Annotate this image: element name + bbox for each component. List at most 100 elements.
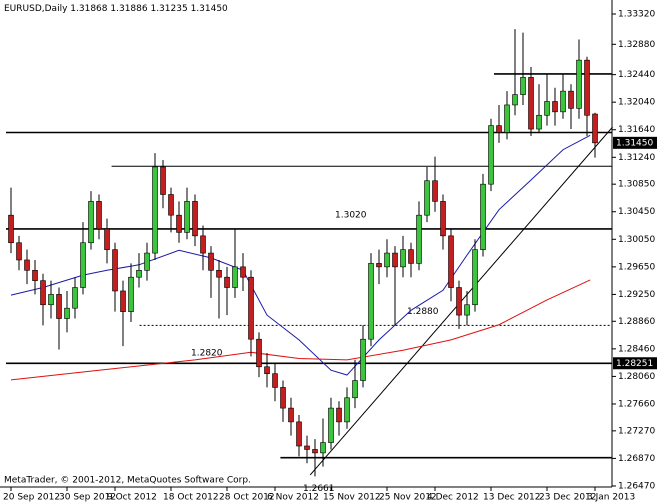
price-label: 1.31450 [616, 138, 653, 148]
candle-body [96, 201, 102, 230]
candle-body [312, 449, 318, 454]
candle-body [520, 77, 526, 95]
candle-body [256, 338, 262, 368]
candle-body [192, 201, 198, 237]
x-tick-label: 30 Sep 2012 [59, 493, 116, 503]
y-tick-label: 1.32440 [618, 70, 655, 80]
candle-body [336, 407, 342, 423]
candle-body [552, 101, 558, 113]
y-tick-label: 1.31240 [618, 153, 655, 163]
candle-body [360, 338, 366, 381]
candle-body [248, 276, 254, 340]
y-tick-label: 1.27660 [618, 399, 655, 409]
footer: MetaTrader, © 2001-2012, MetaQuotes Soft… [4, 476, 251, 486]
candle-body [128, 276, 134, 312]
candle-body [368, 263, 374, 340]
candle-body [432, 180, 438, 202]
candle-body [480, 183, 486, 250]
candle-body [504, 104, 510, 133]
x-tick-label: 6 Nov 2012 [267, 493, 319, 503]
candle-body [592, 113, 598, 144]
x-tick-label: 3 Jan 2013 [587, 493, 635, 503]
candle-body [24, 259, 30, 271]
x-tick-label: 4 Dec 2012 [427, 493, 479, 503]
x-tick-label: 23 Dec 2012 [539, 493, 597, 503]
candle-body [472, 249, 478, 306]
x-tick-label: 9 Oct 2012 [107, 493, 157, 503]
candle-body [352, 380, 358, 399]
high: 1.31886 [110, 4, 147, 14]
y-tick-label: 1.30050 [618, 235, 655, 245]
level-label: 1.3020 [335, 210, 367, 220]
price-label-box [613, 357, 657, 370]
level-label: 1.2880 [407, 307, 439, 317]
candle-body [344, 397, 350, 423]
candle-body [264, 366, 270, 374]
candle-body [328, 407, 334, 443]
low: 1.31235 [150, 4, 187, 14]
candle-body [456, 287, 462, 316]
y-tick-label: 1.28860 [618, 317, 655, 327]
candle-body [416, 214, 422, 264]
candle-body [88, 201, 94, 244]
candle-body [208, 252, 214, 271]
candle-body [304, 445, 310, 450]
x-tick-label: 15 Nov 2012 [323, 493, 381, 503]
y-tick-label: 1.29650 [618, 262, 655, 272]
candle-body [528, 77, 534, 130]
candle-body [296, 421, 302, 447]
moving-average [10, 279, 591, 381]
candle-body [80, 242, 86, 288]
candle-body [288, 407, 294, 423]
candle-body [232, 266, 238, 288]
candle-body [136, 270, 142, 278]
candle-body [240, 266, 246, 278]
candle-body [536, 114, 542, 130]
candle-body [584, 59, 590, 116]
candle-body [440, 201, 446, 237]
y-tick-label: 1.30450 [618, 207, 655, 217]
candle-body [544, 101, 550, 116]
candle-body [216, 270, 222, 278]
candle-body [120, 290, 126, 312]
x-tick-label: 13 Dec 2012 [483, 493, 541, 503]
x-tick-label: 20 Sep 2012 [3, 493, 60, 503]
close: 1.31450 [191, 4, 228, 14]
candle-body [400, 249, 406, 268]
candle-body [40, 280, 46, 306]
candle-body [104, 228, 110, 250]
y-tick-label: 1.28460 [618, 344, 655, 354]
candle-body [568, 90, 574, 109]
candle-body [184, 201, 190, 233]
candle-body [16, 242, 22, 261]
candle-body [408, 249, 414, 264]
candle-body [392, 252, 398, 268]
candle-body [224, 276, 230, 288]
y-tick-label: 1.32880 [618, 40, 655, 50]
candle-body [424, 180, 430, 216]
y-tick-label: 1.33320 [618, 9, 655, 19]
candle-body [488, 125, 494, 185]
candle-body [320, 442, 326, 454]
x-tick-label: 25 Nov 2012 [379, 493, 437, 503]
low-label: 1.2661 [303, 484, 335, 494]
candle-body [176, 214, 182, 233]
y-tick-label: 1.26470 [618, 481, 655, 491]
open: 1.31868 [70, 4, 107, 14]
candle-body [64, 307, 70, 319]
candle-body [8, 214, 14, 244]
candle-body [152, 166, 158, 254]
candle-body [168, 194, 174, 216]
y-tick-label: 1.30850 [618, 180, 655, 190]
y-tick-label: 1.26870 [618, 454, 655, 464]
y-tick-label: 1.27270 [618, 426, 655, 436]
candle-body [512, 94, 518, 106]
y-tick-label: 1.31640 [618, 125, 655, 135]
candle-body [32, 270, 38, 281]
candle-body [280, 387, 286, 409]
candle-body [576, 59, 582, 109]
price-label: 1.28251 [616, 359, 653, 369]
candle-body [112, 249, 118, 292]
